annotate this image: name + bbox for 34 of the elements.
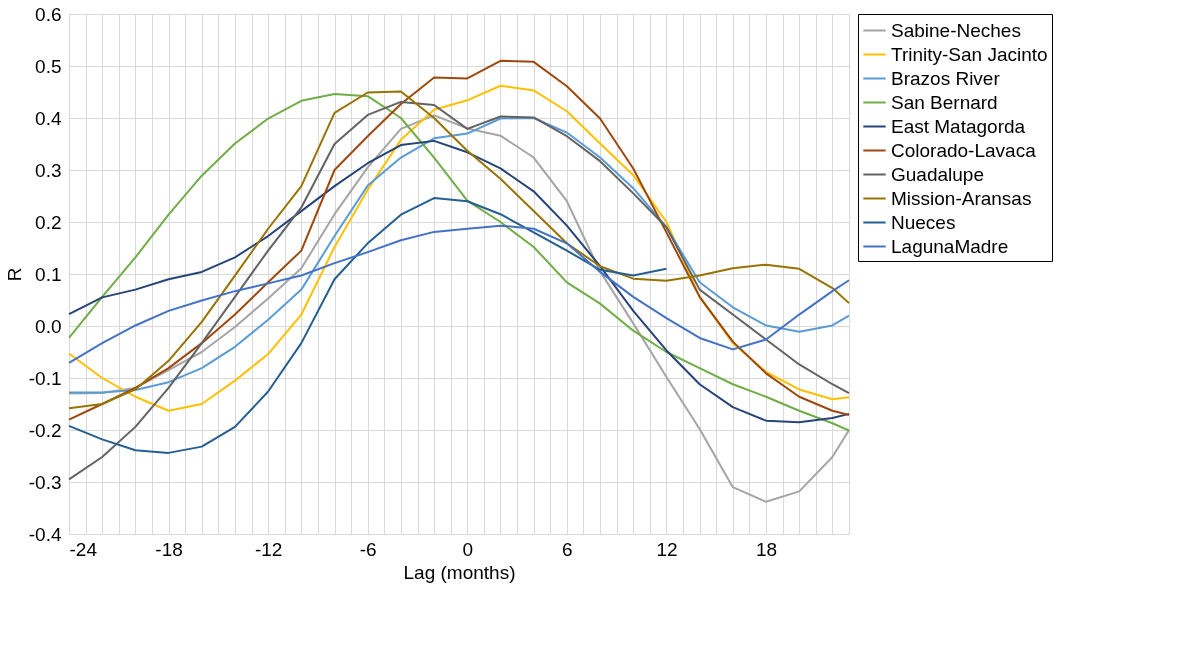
y-tick-label: -0.2 — [28, 419, 62, 441]
x-tick-label: -24 — [69, 538, 98, 560]
y-tick-label: -0.1 — [28, 367, 62, 389]
y-tick-label: 0.4 — [35, 107, 62, 129]
y-tick-label: 0.1 — [35, 263, 62, 285]
x-tick-label: 0 — [462, 538, 474, 560]
legend-label: LagunaMadre — [891, 235, 1009, 257]
y-tick-label: 0.3 — [35, 159, 62, 181]
x-tick-label: 18 — [755, 538, 778, 560]
y-axis-title: R — [3, 267, 25, 282]
line-series — [68, 139, 850, 424]
x-tick-label: -12 — [254, 538, 283, 560]
x-tick-label: 6 — [562, 538, 573, 560]
y-tick-label: -0.4 — [28, 523, 62, 545]
legend-label: San Bernard — [891, 91, 998, 113]
legend-label: Brazos River — [891, 67, 1001, 89]
x-axis-title: Lag (months) — [403, 561, 516, 583]
line-series — [68, 224, 850, 364]
legend-label: Trinity-San Jacinto — [891, 43, 1048, 65]
y-tick-label: 0.0 — [35, 315, 62, 337]
y-tick-label: 0.6 — [35, 3, 62, 25]
y-tick-label: 0.5 — [35, 55, 62, 77]
legend-label: Sabine-Neches — [891, 19, 1021, 41]
x-tick-label: -18 — [155, 538, 183, 560]
y-tick-label: -0.3 — [28, 471, 62, 493]
x-tick-label: 12 — [656, 538, 678, 560]
legend-label: Colorado-Lavaca — [891, 139, 1037, 161]
legend-label: Nueces — [891, 211, 956, 233]
x-tick-label: -6 — [359, 538, 377, 560]
legend-label: Guadalupe — [891, 163, 984, 185]
line-series — [68, 197, 668, 454]
legend-label: Mission-Aransas — [891, 187, 1032, 209]
legend-label: East Matagorda — [891, 115, 1026, 137]
y-tick-label: 0.2 — [35, 211, 62, 233]
